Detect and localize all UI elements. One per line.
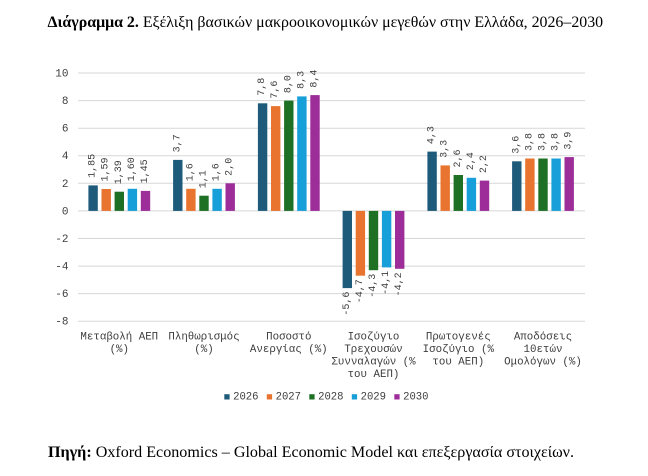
svg-text:7,8: 7,8 — [257, 78, 268, 96]
svg-text:3,8: 3,8 — [551, 133, 562, 151]
svg-text:Ανεργίας (%): Ανεργίας (%) — [250, 344, 328, 356]
svg-text:1,6: 1,6 — [212, 163, 223, 181]
svg-text:-4,2: -4,2 — [394, 272, 405, 296]
svg-text:2027: 2027 — [276, 392, 301, 404]
svg-text:(%): (%) — [194, 344, 213, 356]
svg-text:2,0: 2,0 — [225, 158, 236, 176]
svg-text:-6: -6 — [55, 289, 68, 301]
svg-text:-2: -2 — [55, 234, 68, 246]
svg-text:1,6: 1,6 — [185, 163, 196, 181]
svg-text:2,2: 2,2 — [479, 155, 490, 173]
svg-text:Τρεχουσών: Τρεχουσών — [344, 344, 402, 356]
svg-text:-4,7: -4,7 — [355, 279, 366, 303]
svg-text:1,59: 1,59 — [101, 157, 112, 181]
svg-text:Ομολόγων (%): Ομολόγων (%) — [504, 357, 582, 369]
svg-text:-4: -4 — [55, 262, 69, 274]
svg-text:10ετών: 10ετών — [524, 344, 563, 356]
svg-text:3,8: 3,8 — [538, 133, 549, 151]
svg-text:8,4: 8,4 — [310, 70, 321, 88]
svg-text:3,8: 3,8 — [524, 133, 535, 151]
svg-text:(%): (%) — [110, 344, 129, 356]
svg-text:του ΑΕΠ): του ΑΕΠ) — [432, 357, 484, 369]
svg-text:1,39: 1,39 — [114, 160, 125, 184]
svg-text:2,6: 2,6 — [453, 149, 464, 167]
svg-text:6: 6 — [62, 124, 69, 136]
svg-text:Πληθωρισμός: Πληθωρισμός — [168, 331, 239, 343]
svg-text:-5,6: -5,6 — [342, 292, 353, 316]
svg-text:3,9: 3,9 — [564, 132, 575, 150]
svg-text:-4,1: -4,1 — [381, 271, 392, 295]
svg-text:Μεταβολή ΑΕΠ: Μεταβολή ΑΕΠ — [80, 331, 158, 343]
svg-text:2: 2 — [62, 179, 69, 191]
svg-text:8,0: 8,0 — [283, 75, 294, 93]
svg-text:3,7: 3,7 — [172, 134, 183, 152]
svg-text:2028: 2028 — [318, 392, 343, 404]
svg-text:2,4: 2,4 — [466, 152, 477, 170]
svg-text:Πρωτογενές: Πρωτογενές — [426, 331, 491, 343]
svg-text:10: 10 — [55, 69, 68, 81]
svg-text:8,3: 8,3 — [296, 71, 307, 89]
svg-text:0: 0 — [62, 206, 69, 218]
svg-text:Ισοζύγιο (%: Ισοζύγιο (% — [423, 344, 495, 356]
svg-text:-4,3: -4,3 — [368, 274, 379, 298]
svg-text:7,6: 7,6 — [270, 81, 281, 99]
svg-text:3,3: 3,3 — [440, 140, 451, 158]
svg-text:1,60: 1,60 — [127, 157, 138, 181]
svg-text:2029: 2029 — [361, 392, 386, 404]
svg-text:Ισοζύγιο: Ισοζύγιο — [348, 331, 400, 343]
svg-text:4,3: 4,3 — [427, 126, 438, 144]
svg-text:1,45: 1,45 — [140, 159, 151, 183]
svg-text:2030: 2030 — [403, 392, 428, 404]
svg-text:του ΑΕΠ): του ΑΕΠ) — [348, 369, 400, 381]
svg-text:8: 8 — [62, 96, 69, 108]
svg-text:-8: -8 — [55, 317, 68, 329]
svg-text:3,6: 3,6 — [511, 136, 522, 154]
svg-text:4: 4 — [62, 151, 69, 163]
svg-text:Αποδόσεις: Αποδόσεις — [514, 331, 572, 343]
svg-text:Συνναλαγών (%: Συνναλαγών (% — [331, 357, 416, 369]
svg-text:2026: 2026 — [233, 392, 258, 404]
svg-text:1,85: 1,85 — [88, 154, 99, 178]
svg-text:Ποσοστό: Ποσοστό — [266, 331, 311, 343]
svg-text:1,1: 1,1 — [199, 170, 210, 188]
